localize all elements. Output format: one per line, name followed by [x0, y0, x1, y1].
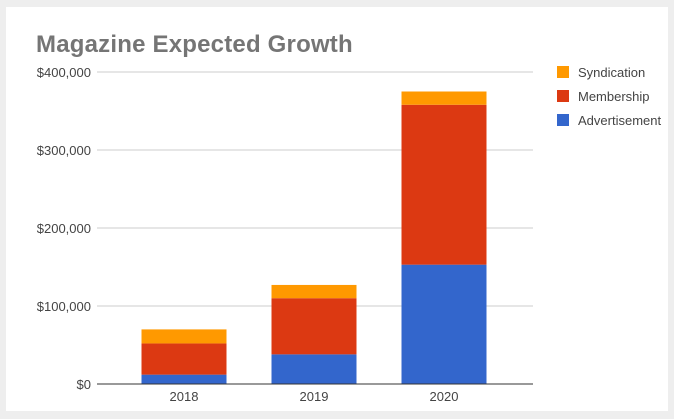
bar-advertisement-2019 [272, 354, 357, 384]
y-tick-label: $300,000 [37, 143, 91, 158]
legend-label-syndication: Syndication [578, 65, 645, 80]
bar-syndication-2020 [402, 92, 487, 105]
y-tick-label: $100,000 [37, 299, 91, 314]
bar-membership-2019 [272, 298, 357, 354]
y-tick-label: $200,000 [37, 221, 91, 236]
bar-advertisement-2020 [402, 265, 487, 384]
bar-syndication-2019 [272, 285, 357, 298]
legend-swatch-membership [557, 90, 569, 102]
legend-label-advertisement: Advertisement [578, 113, 661, 128]
bar-syndication-2018 [142, 329, 227, 343]
legend-swatch-syndication [557, 66, 569, 78]
y-tick-label: $400,000 [37, 65, 91, 80]
x-tick-label: 2020 [430, 389, 459, 404]
bar-membership-2018 [142, 343, 227, 374]
x-tick-label: 2019 [300, 389, 329, 404]
x-tick-label: 2018 [170, 389, 199, 404]
bar-membership-2020 [402, 105, 487, 265]
legend-swatch-advertisement [557, 114, 569, 126]
y-tick-label: $0 [77, 377, 91, 392]
legend-label-membership: Membership [578, 89, 650, 104]
bar-advertisement-2018 [142, 375, 227, 384]
